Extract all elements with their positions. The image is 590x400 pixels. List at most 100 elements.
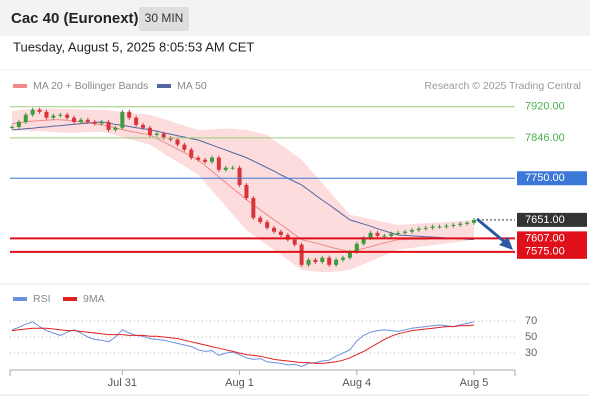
candle xyxy=(44,111,49,118)
legend-label: RSI xyxy=(33,293,51,305)
y-tick-label: 50 xyxy=(525,331,537,343)
candle xyxy=(134,117,139,125)
candle xyxy=(189,149,194,158)
candle xyxy=(465,222,470,224)
candle xyxy=(265,221,270,228)
candle xyxy=(154,133,159,135)
indicator-line xyxy=(11,324,475,364)
level-label: 7846.00 xyxy=(525,132,565,144)
legend-label: 9MA xyxy=(83,293,105,305)
x-tick-label: Jul 31 xyxy=(108,377,137,389)
candle xyxy=(278,231,283,236)
forecast-arrowhead xyxy=(499,237,513,250)
legend-label: MA 50 xyxy=(177,80,207,92)
interval-label: 30 MIN xyxy=(145,11,184,25)
candle xyxy=(334,259,339,265)
candle xyxy=(320,257,325,262)
candle xyxy=(472,219,476,223)
forecast-arrow xyxy=(476,217,507,245)
candle xyxy=(203,159,208,162)
candle xyxy=(437,226,442,228)
candle xyxy=(120,111,125,128)
candle xyxy=(244,184,249,199)
candle xyxy=(92,121,97,124)
timestamp: Tuesday, August 5, 2025 8:05:53 AM CET xyxy=(13,39,254,54)
candle xyxy=(168,137,173,140)
level-label-box xyxy=(517,244,587,259)
candle xyxy=(230,167,235,169)
candle xyxy=(223,167,228,170)
candle xyxy=(423,227,428,229)
indicator-line xyxy=(11,321,475,368)
candle xyxy=(299,244,304,265)
x-tick-label: Aug 1 xyxy=(225,377,254,389)
candle xyxy=(416,228,421,230)
candle xyxy=(361,237,366,244)
candle xyxy=(161,133,166,138)
candle xyxy=(340,257,345,260)
x-tick-label: Aug 4 xyxy=(342,377,371,389)
candle xyxy=(106,121,111,130)
candle xyxy=(51,115,56,118)
candle xyxy=(430,226,435,228)
header-background xyxy=(0,0,590,36)
x-tick-label: Aug 5 xyxy=(460,377,489,389)
candle xyxy=(10,126,14,128)
candle xyxy=(37,109,42,112)
y-tick-label: 30 xyxy=(525,347,537,359)
candle xyxy=(147,127,152,135)
level-label: 7607.00 xyxy=(525,232,565,244)
candle xyxy=(444,225,449,227)
instrument-title: Cac 40 (Euronext) xyxy=(11,10,139,27)
moving-average-line xyxy=(11,121,475,241)
candle xyxy=(58,114,63,116)
candle xyxy=(209,157,214,162)
legend-swatch xyxy=(13,84,27,88)
candle xyxy=(216,157,221,170)
candle xyxy=(78,119,83,122)
candle xyxy=(196,157,201,160)
candle xyxy=(237,167,242,185)
candle xyxy=(127,111,132,118)
level-label-box xyxy=(517,231,587,246)
candle xyxy=(409,229,414,232)
legend-swatch xyxy=(157,84,171,88)
level-label: 7651.00 xyxy=(525,214,565,226)
level-label-box xyxy=(517,171,587,186)
candle xyxy=(258,217,263,222)
candle xyxy=(113,127,118,130)
legend-swatch xyxy=(63,297,77,301)
candle xyxy=(72,117,77,122)
candle xyxy=(65,114,70,118)
bollinger-band xyxy=(12,108,474,273)
candle xyxy=(368,232,373,238)
legend-label: MA 20 + Bollinger Bands xyxy=(33,80,148,92)
candle xyxy=(327,257,332,265)
candle xyxy=(30,109,35,115)
candle xyxy=(182,144,187,150)
candle xyxy=(85,119,90,122)
level-label: 7750.00 xyxy=(525,172,565,184)
interval-badge xyxy=(139,7,189,31)
candle xyxy=(16,121,21,127)
candle xyxy=(458,223,463,225)
candle xyxy=(354,243,359,252)
candle xyxy=(141,124,146,128)
level-label: 7575.00 xyxy=(525,246,565,258)
credit: Research © 2025 Trading Central xyxy=(424,80,581,92)
candle xyxy=(375,232,380,236)
candle xyxy=(389,233,394,236)
candle xyxy=(396,232,401,234)
candle xyxy=(23,114,28,122)
candle xyxy=(251,198,256,218)
y-tick-label: 70 xyxy=(525,315,537,327)
candle xyxy=(99,121,104,124)
candle xyxy=(313,259,318,262)
candle xyxy=(451,224,456,226)
candle xyxy=(292,239,297,245)
legend-swatch xyxy=(13,297,27,301)
candle xyxy=(403,231,408,233)
candle xyxy=(382,235,387,237)
candle xyxy=(272,227,277,232)
